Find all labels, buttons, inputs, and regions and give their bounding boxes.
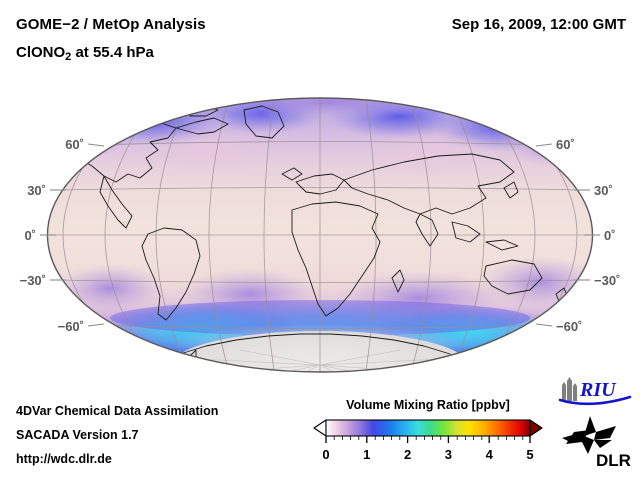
colorbar-tick-5: 5	[526, 447, 533, 462]
version-label: SACADA Version 1.7	[16, 428, 139, 442]
lat-label-left-m60: −60˚	[58, 319, 84, 334]
dlr-mark-icon	[562, 416, 616, 454]
mollweide-map: 60˚ 30˚ 0˚ −30˚ −60˚ 60˚ 30˚ 0˚ −30˚ −60…	[20, 97, 620, 373]
colorbar-extend-max	[529, 419, 543, 437]
colorbar-gradient	[325, 419, 531, 437]
colorbar-tick-4: 4	[486, 447, 494, 462]
dlr-logo: DLR	[562, 416, 631, 470]
data-field	[47, 98, 593, 372]
latitude-ticks	[40, 143, 600, 327]
timestamp-label: Sep 16, 2009, 12:00 GMT	[451, 16, 626, 33]
lat-label-right-30: 30˚	[594, 183, 613, 198]
colorbar-tick-0: 0	[322, 447, 329, 462]
lat-label-right-60: 60˚	[556, 137, 575, 152]
species-level-label: ClONO2 at 55.4 hPa	[16, 44, 154, 63]
lat-label-right-m60: −60˚	[556, 319, 582, 334]
colorbar-minor-ticks	[333, 436, 524, 440]
lat-label-left-0: 0˚	[24, 228, 36, 243]
lat-label-right-m30: −30˚	[594, 273, 620, 288]
riu-swoosh-icon	[558, 395, 632, 406]
species-name: ClONO	[16, 44, 66, 61]
riu-logo: RIU	[558, 377, 632, 406]
colorbar-tick-3: 3	[445, 447, 452, 462]
page-title: GOME−2 / MetOp Analysis	[16, 16, 206, 33]
graticule	[47, 98, 593, 372]
species-subscript: 2	[65, 51, 72, 63]
riu-wordmark: RIU	[579, 379, 617, 401]
lat-label-left-30: 30˚	[27, 183, 46, 198]
website-url[interactable]: http://wdc.dlr.de	[16, 452, 112, 466]
colorbar: 0 1 2 3 4 5	[313, 419, 543, 462]
colorbar-major-ticks	[325, 436, 531, 443]
lat-label-left-60: 60˚	[65, 137, 84, 152]
lat-label-right-0: 0˚	[604, 228, 616, 243]
colorbar-title: Volume Mixing Ratio [ppbv]	[346, 398, 510, 412]
colorbar-tick-1: 1	[363, 447, 370, 462]
colorbar-panel: Volume Mixing Ratio [ppbv]	[312, 398, 544, 470]
method-label: 4DVar Chemical Data Assimilation	[16, 404, 219, 418]
colorbar-tick-2: 2	[404, 447, 411, 462]
pressure-level: at 55.4 hPa	[71, 44, 154, 61]
dlr-wordmark: DLR	[596, 451, 631, 470]
colorbar-extend-min	[313, 419, 327, 437]
lat-label-left-m30: −30˚	[20, 273, 46, 288]
riu-tower-icon	[562, 377, 577, 401]
map-panel: 60˚ 30˚ 0˚ −30˚ −60˚ 60˚ 30˚ 0˚ −30˚ −60…	[0, 82, 640, 382]
